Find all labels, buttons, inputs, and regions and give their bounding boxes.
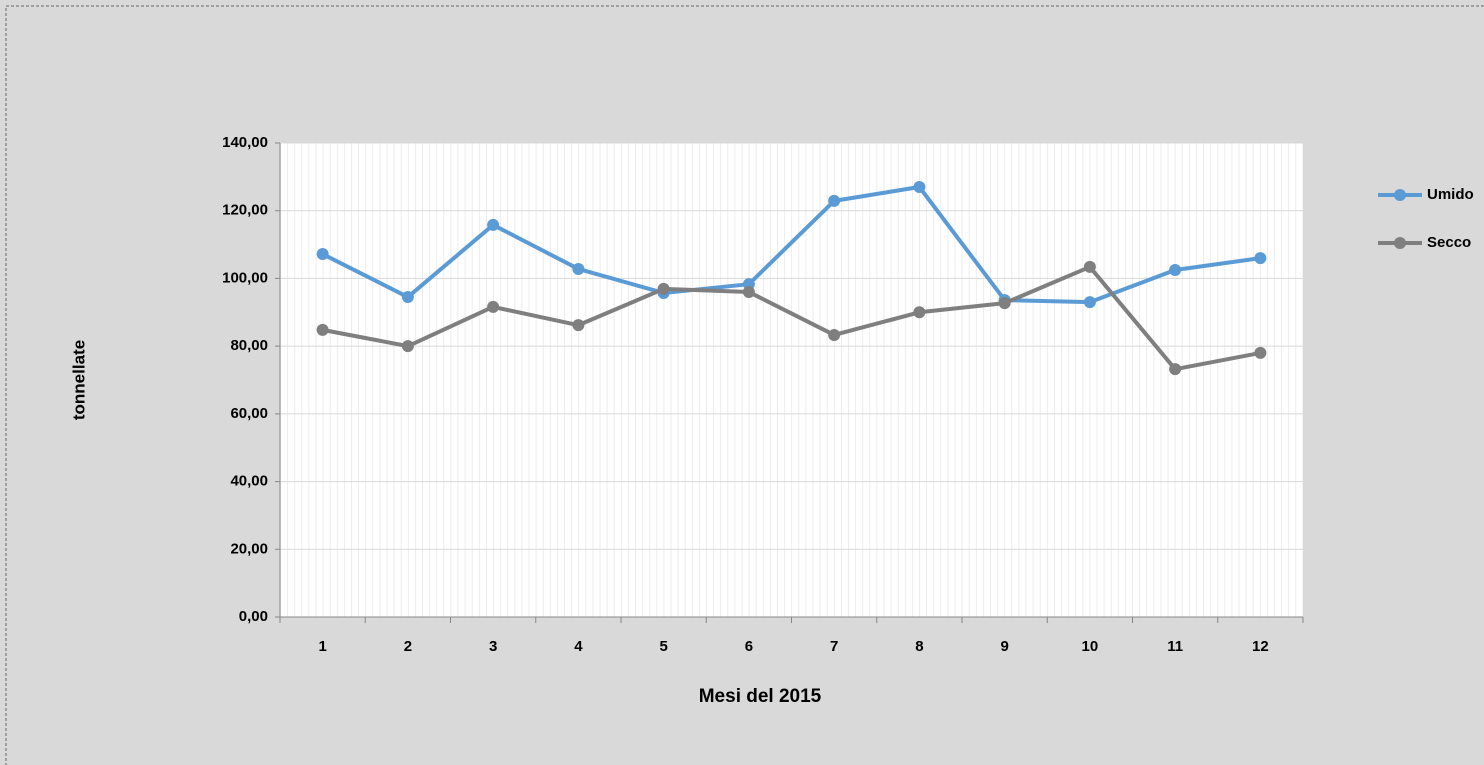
x-tick-label: 8 [915, 638, 923, 655]
data-point [913, 181, 926, 194]
y-tick-label: 100,00 [222, 269, 268, 286]
data-point [401, 291, 414, 304]
x-tick-label: 10 [1082, 638, 1099, 655]
data-point [1169, 263, 1182, 276]
data-point [316, 323, 329, 336]
data-point [572, 262, 585, 275]
y-tick-label: 20,00 [230, 540, 268, 557]
x-tick-label: 3 [489, 638, 497, 655]
data-point [401, 340, 414, 353]
data-point [487, 300, 500, 313]
legend-label: Umido [1427, 186, 1474, 203]
data-point [1254, 346, 1267, 359]
data-point [998, 297, 1011, 310]
x-tick-label: 4 [574, 638, 583, 655]
data-point [1083, 260, 1096, 273]
y-axis-title: tonnellate [69, 340, 88, 420]
data-point [572, 319, 585, 332]
frame [5, 5, 1484, 765]
data-point [828, 194, 841, 207]
y-tick-label: 120,00 [222, 202, 268, 219]
legend-marker [1394, 237, 1406, 249]
y-tick-label: 80,00 [230, 337, 268, 354]
x-tick-label: 2 [404, 638, 412, 655]
data-point [742, 285, 755, 298]
y-tick-label: 0,00 [239, 608, 268, 625]
minor-grid [280, 143, 1303, 617]
data-point [1169, 363, 1182, 376]
x-tick-label: 7 [830, 638, 838, 655]
legend-label: Secco [1427, 234, 1471, 251]
x-tick-label: 9 [1000, 638, 1008, 655]
data-point [316, 248, 329, 261]
series-line [322, 264, 1261, 372]
y-tick-label: 140,00 [222, 134, 268, 151]
data-point [487, 218, 500, 231]
data-point [1083, 296, 1096, 309]
data-point [913, 306, 926, 319]
x-tick-label: 11 [1167, 638, 1183, 655]
y-tick-label: 60,00 [230, 405, 268, 422]
series-line [321, 185, 1261, 305]
legend-marker [1394, 189, 1406, 201]
x-tick-label: 1 [318, 638, 326, 655]
data-point [1254, 252, 1267, 265]
x-tick-label: 12 [1252, 638, 1269, 655]
data-point [657, 282, 670, 295]
x-tick-label: 6 [745, 638, 753, 655]
data-point [828, 328, 841, 341]
x-axis-title: Mesi del 2015 [699, 686, 822, 707]
y-tick-label: 40,00 [230, 473, 268, 490]
x-tick-label: 5 [659, 638, 667, 655]
